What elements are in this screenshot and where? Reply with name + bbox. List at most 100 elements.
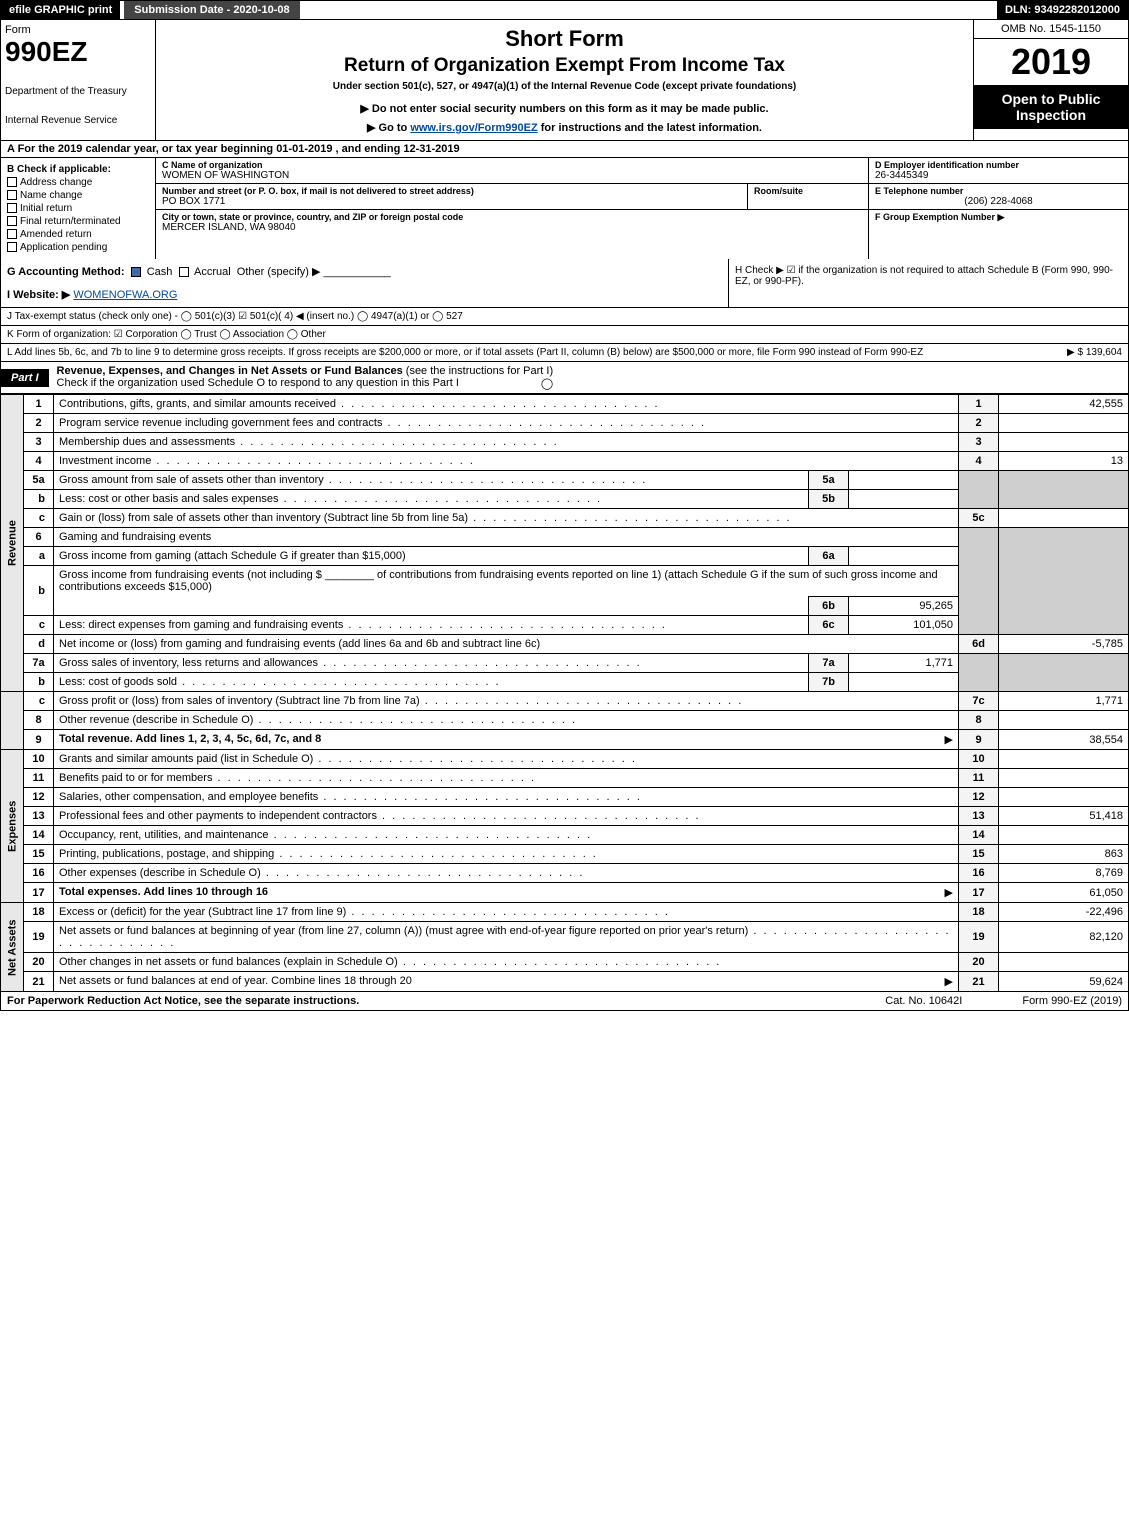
l6d-col: 6d <box>959 635 999 654</box>
under-section: Under section 501(c), 527, or 4947(a)(1)… <box>166 81 963 92</box>
row-gh: G Accounting Method: Cash Accrual Other … <box>0 259 1129 308</box>
ssn-warning: ▶ Do not enter social security numbers o… <box>166 102 963 115</box>
l19-num: 19 <box>24 922 54 953</box>
l15-desc: Printing, publications, postage, and shi… <box>54 845 959 864</box>
goto-line: ▶ Go to www.irs.gov/Form990EZ for instru… <box>166 121 963 134</box>
l6b-spacer <box>54 597 809 616</box>
cash-label: Cash <box>147 266 173 278</box>
l20-val <box>999 953 1129 972</box>
street-cell: Number and street (or P. O. box, if mail… <box>156 184 748 209</box>
row-l-text: L Add lines 5b, 6c, and 7b to line 9 to … <box>7 347 923 358</box>
ein-label: D Employer identification number <box>875 160 1122 170</box>
l6b-mc: 6b <box>809 597 849 616</box>
l5b-desc: Less: cost or other basis and sales expe… <box>54 490 809 509</box>
l7a-mv: 1,771 <box>849 654 959 673</box>
part1-header: Part I Revenue, Expenses, and Changes in… <box>0 362 1129 394</box>
org-name-label: C Name of organization <box>162 160 862 170</box>
form-word: Form <box>5 24 151 36</box>
l13-desc: Professional fees and other payments to … <box>54 807 959 826</box>
l1-col: 1 <box>959 395 999 414</box>
section-h: H Check ▶ ☑ if the organization is not r… <box>728 259 1128 307</box>
l3-desc: Membership dues and assessments <box>54 433 959 452</box>
top-bar: efile GRAPHIC print Submission Date - 20… <box>0 0 1129 20</box>
l20-num: 20 <box>24 953 54 972</box>
l3-val <box>999 433 1129 452</box>
l1-val: 42,555 <box>999 395 1129 414</box>
row-a-tax-year: A For the 2019 calendar year, or tax yea… <box>0 141 1129 158</box>
dept-irs: Internal Revenue Service <box>5 115 151 126</box>
l13-col: 13 <box>959 807 999 826</box>
l19-val: 82,120 <box>999 922 1129 953</box>
part1-check-val: ◯ <box>541 377 553 390</box>
l6c-num: c <box>24 616 54 635</box>
chk-initial: Initial return <box>7 203 149 214</box>
part1-tag: Part I <box>1 369 49 387</box>
phone-label: E Telephone number <box>875 186 1122 196</box>
group-exemption-label: F Group Exemption Number ▶ <box>875 212 1122 223</box>
g-label: G Accounting Method: <box>7 266 125 278</box>
l17-val: 61,050 <box>999 883 1129 903</box>
l13-val: 51,418 <box>999 807 1129 826</box>
part1-sub: (see the instructions for Part I) <box>406 365 553 377</box>
header-left: Form 990EZ Department of the Treasury In… <box>1 20 156 140</box>
chk-amended: Amended return <box>7 229 149 240</box>
l14-val <box>999 826 1129 845</box>
l12-col: 12 <box>959 788 999 807</box>
l5b-mv <box>849 490 959 509</box>
sidebar-netassets: Net Assets <box>1 903 24 992</box>
l18-desc: Excess or (deficit) for the year (Subtra… <box>54 903 959 922</box>
efile-label: efile GRAPHIC print <box>1 1 120 19</box>
ein-cell: D Employer identification number 26-3445… <box>869 158 1128 184</box>
l16-col: 16 <box>959 864 999 883</box>
sidebar-revenue: Revenue <box>1 395 24 692</box>
row-l-amount: ▶ $ 139,604 <box>1067 347 1122 358</box>
l4-desc: Investment income <box>54 452 959 471</box>
footer-form: Form 990-EZ (2019) <box>1022 995 1122 1007</box>
section-def: D Employer identification number 26-3445… <box>868 158 1128 259</box>
accounting-method: G Accounting Method: Cash Accrual Other … <box>1 259 728 307</box>
part1-title: Revenue, Expenses, and Changes in Net As… <box>49 362 562 393</box>
l21-num: 21 <box>24 972 54 992</box>
city-label: City or town, state or province, country… <box>162 212 862 222</box>
l5a-mc: 5a <box>809 471 849 490</box>
website-link[interactable]: WOMENOFWA.ORG <box>73 289 177 301</box>
l7c-num: c <box>24 692 54 711</box>
short-form-title: Short Form <box>166 26 963 52</box>
section-c: C Name of organization WOMEN OF WASHINGT… <box>156 158 868 259</box>
room-label: Room/suite <box>754 186 803 196</box>
l7ab-shade2 <box>999 654 1129 692</box>
l7a-desc: Gross sales of inventory, less returns a… <box>54 654 809 673</box>
l8-num: 8 <box>24 711 54 730</box>
chk-accrual <box>179 267 189 277</box>
l4-col: 4 <box>959 452 999 471</box>
irs-link[interactable]: www.irs.gov/Form990EZ <box>410 122 537 134</box>
l10-col: 10 <box>959 750 999 769</box>
l14-col: 14 <box>959 826 999 845</box>
part1-table: Revenue 1 Contributions, gifts, grants, … <box>0 394 1129 992</box>
l9-num: 9 <box>24 730 54 750</box>
goto-pre: ▶ Go to <box>367 122 410 134</box>
chk-cash <box>131 267 141 277</box>
l12-val <box>999 788 1129 807</box>
info-grid: B Check if applicable: Address change Na… <box>0 158 1129 259</box>
l20-desc: Other changes in net assets or fund bala… <box>54 953 959 972</box>
l6b-desc1: Gross income from fundraising events (no… <box>54 566 959 597</box>
l5c-desc: Gain or (loss) from sale of assets other… <box>54 509 959 528</box>
goto-post: for instructions and the latest informat… <box>538 122 762 134</box>
chk-final: Final return/terminated <box>7 216 149 227</box>
l5b-num: b <box>24 490 54 509</box>
phone-value: (206) 228-4068 <box>875 196 1122 207</box>
l5c-val <box>999 509 1129 528</box>
l8-desc: Other revenue (describe in Schedule O) <box>54 711 959 730</box>
l2-num: 2 <box>24 414 54 433</box>
l6c-desc: Less: direct expenses from gaming and fu… <box>54 616 809 635</box>
sidebar-expenses: Expenses <box>1 750 24 903</box>
l17-col: 17 <box>959 883 999 903</box>
l5a-mv <box>849 471 959 490</box>
open-inspection: Open to Public Inspection <box>974 85 1128 129</box>
phone-cell: E Telephone number (206) 228-4068 <box>869 184 1128 210</box>
header-right: OMB No. 1545-1150 2019 Open to Public In… <box>973 20 1128 140</box>
l6a-mc: 6a <box>809 547 849 566</box>
l6a-num: a <box>24 547 54 566</box>
l7b-num: b <box>24 673 54 692</box>
